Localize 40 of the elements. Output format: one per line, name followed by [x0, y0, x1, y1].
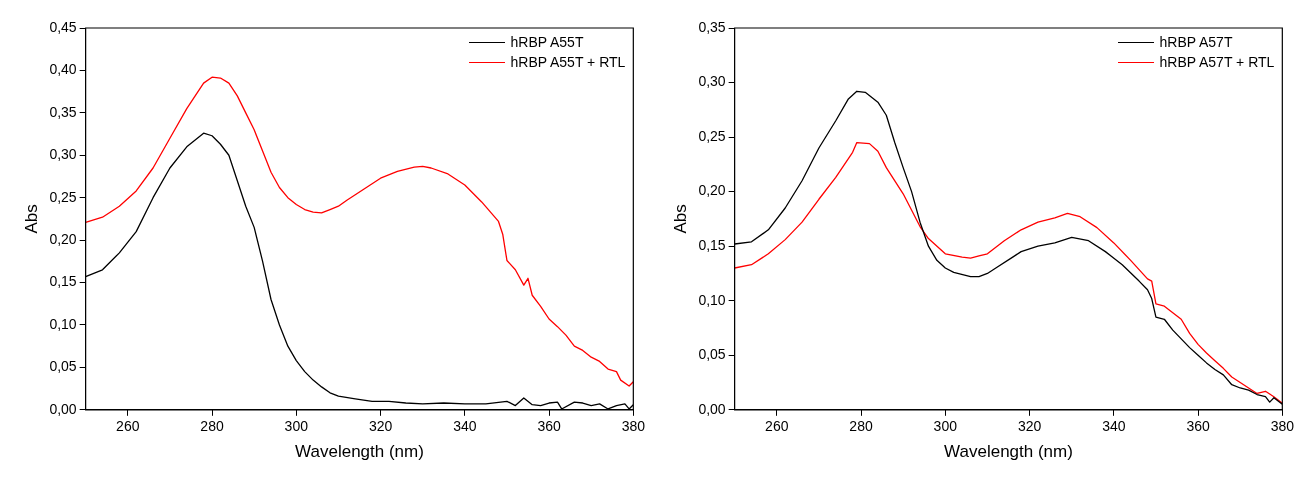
- y-tick-label: 0,10: [49, 315, 77, 332]
- y-tick-label: 0,35: [49, 103, 77, 120]
- y-tick-label: 0,40: [49, 61, 77, 78]
- y-tick-label: 0,20: [49, 230, 77, 247]
- y-tick-label: 0,05: [698, 346, 726, 363]
- y-tick-label: 0,45: [49, 18, 77, 35]
- y-tick-label: 0,30: [698, 73, 726, 90]
- y-tick-label: 0,25: [698, 127, 726, 144]
- x-tick-label: 340: [453, 418, 477, 435]
- x-tick-label: 300: [933, 418, 958, 435]
- x-tick-label: 360: [1186, 418, 1210, 435]
- y-tick-label: 0,35: [698, 18, 726, 35]
- y-tick-label: 0,05: [49, 358, 77, 375]
- x-tick-label: 280: [200, 418, 224, 435]
- legend-label: hRBP A57T + RTL: [1159, 54, 1275, 70]
- x-tick-label: 360: [537, 418, 561, 435]
- x-tick-label: 340: [1102, 418, 1126, 435]
- x-tick-label: 300: [284, 418, 309, 435]
- y-tick-label: 0,15: [49, 273, 77, 290]
- legend-label: hRBP A55T: [510, 34, 584, 50]
- x-tick-label: 380: [621, 418, 646, 435]
- y-tick-label: 0,15: [698, 237, 726, 254]
- x-tick-label: 260: [765, 418, 789, 435]
- y-tick-label: 0,25: [49, 188, 77, 205]
- x-tick-label: 280: [849, 418, 873, 435]
- x-tick-label: 320: [1017, 418, 1042, 435]
- y-tick-label: 0,00: [49, 400, 77, 417]
- x-tick-label: 320: [368, 418, 393, 435]
- x-tick-label: 380: [1270, 418, 1295, 435]
- y-tick-label: 0,30: [49, 146, 77, 163]
- y-tick-label: 0,10: [698, 291, 726, 308]
- legend-label: hRBP A57T: [1159, 34, 1233, 50]
- x-axis-title: Wavelength (nm): [944, 442, 1073, 462]
- legend-label: hRBP A55T + RTL: [510, 54, 626, 70]
- y-tick-label: 0,00: [698, 400, 726, 417]
- x-axis-title: Wavelength (nm): [295, 442, 424, 462]
- y-axis-title: Abs: [670, 204, 690, 234]
- y-axis-title: Abs: [21, 204, 41, 234]
- y-tick-label: 0,20: [698, 182, 726, 199]
- x-tick-label: 260: [116, 418, 140, 435]
